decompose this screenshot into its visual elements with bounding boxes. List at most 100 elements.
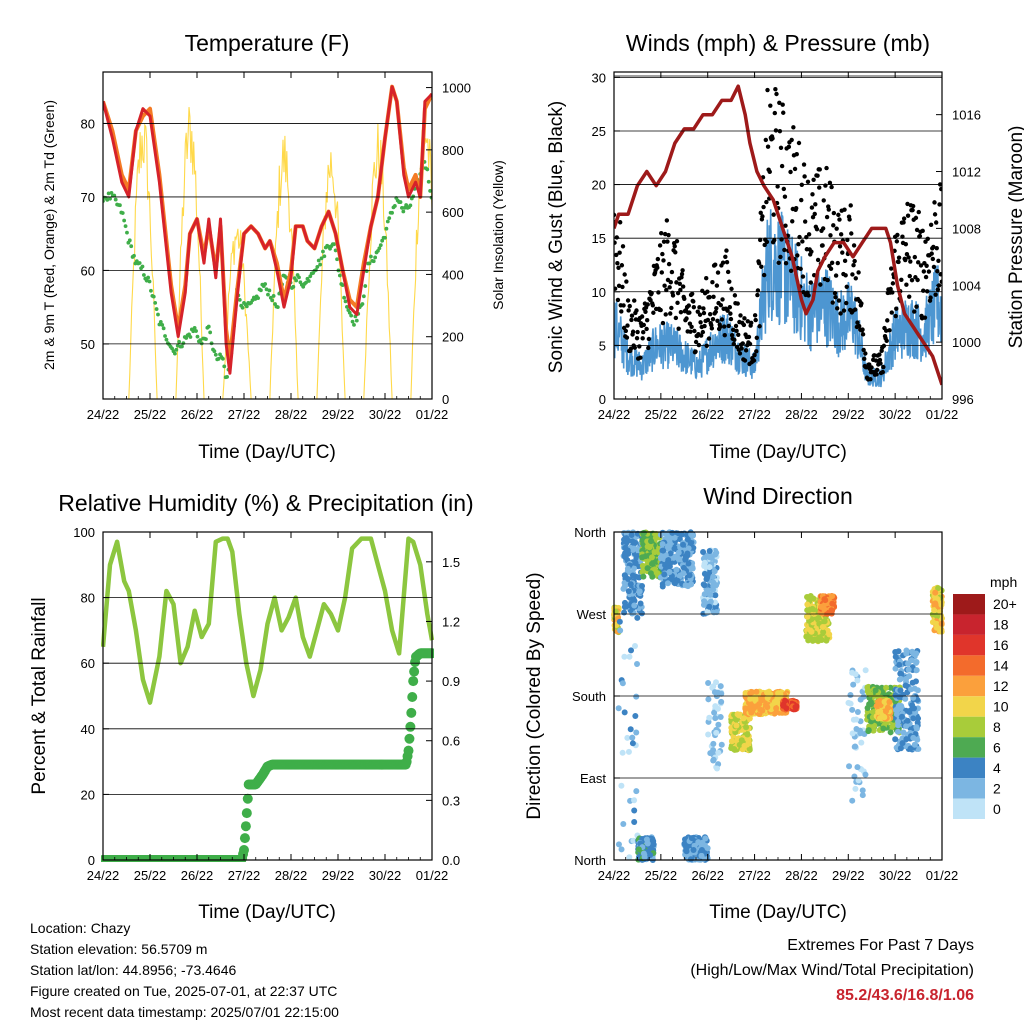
gust-point: [669, 305, 674, 311]
dewpoint-point: [256, 296, 260, 301]
direction-point: [860, 693, 867, 700]
gust-point: [718, 324, 723, 329]
temperature-ytick-right-label: 800: [442, 143, 464, 158]
gust-point: [877, 357, 883, 363]
dewpoint-point: [240, 305, 245, 310]
colorbar-label: 0: [993, 801, 1001, 817]
dewpoint-point: [343, 299, 348, 304]
direction-point: [687, 856, 694, 863]
direction-point: [735, 712, 742, 719]
direction-point: [688, 540, 695, 547]
gust-point: [619, 309, 624, 314]
direction-point: [915, 715, 922, 722]
gust-point: [707, 294, 712, 300]
direction-point: [633, 693, 640, 700]
gust-point: [837, 244, 843, 249]
gust-point: [738, 313, 743, 318]
precip-point: [240, 821, 251, 832]
gust-point: [912, 254, 918, 260]
gust-point: [757, 237, 763, 243]
gust-point: [640, 336, 645, 341]
direction-point: [908, 686, 915, 693]
humidity-series: [101, 536, 434, 705]
dewpoint-point: [141, 273, 146, 277]
gust-point: [614, 235, 620, 240]
wind-speed-series: [614, 209, 942, 388]
direction-point: [712, 715, 719, 722]
gust-point: [920, 228, 925, 234]
direction-point: [639, 562, 646, 569]
gust-point: [796, 242, 801, 247]
dewpoint-point: [198, 338, 203, 343]
dewpoint-point: [387, 216, 392, 221]
gust-point: [762, 242, 767, 248]
direction-point: [648, 560, 655, 567]
gust-point: [656, 290, 661, 295]
gust-point: [680, 268, 685, 273]
direction-point: [748, 709, 755, 716]
direction-point: [899, 713, 906, 720]
direction-ytick-label: North: [574, 525, 606, 540]
dewpoint-point: [306, 279, 311, 283]
direction-point: [717, 683, 724, 690]
gust-point: [713, 262, 718, 267]
extremes-box: Extremes For Past 7 Days (High/Low/Max W…: [690, 933, 974, 1008]
gust-point: [641, 330, 646, 335]
direction-ytick-label: West: [577, 607, 607, 622]
precip-point: [242, 793, 253, 804]
humidity-ytick-label: 80: [81, 591, 95, 606]
direction-point: [639, 537, 646, 544]
gust-point: [817, 167, 822, 172]
direction-point: [910, 734, 917, 741]
gust-point: [643, 309, 648, 314]
direction-point: [616, 618, 623, 625]
direction-point: [764, 694, 771, 701]
winds-ytick-label: 0: [599, 392, 606, 407]
humidity-xtick-label: 25/22: [134, 868, 167, 883]
gust-point: [889, 310, 894, 315]
direction-point: [859, 787, 866, 794]
gust-point: [797, 234, 802, 240]
direction-xtick-label: 27/22: [738, 868, 771, 883]
direction-point: [896, 661, 903, 668]
direction-point: [931, 607, 938, 614]
gust-point: [913, 215, 919, 221]
dewpoint-point: [137, 261, 142, 265]
direction-point: [865, 727, 872, 734]
gust-point: [771, 212, 776, 217]
direction-point: [631, 642, 638, 649]
direction-point: [880, 725, 887, 732]
humidity-ylabel: Percent & Total Rainfall: [29, 597, 50, 794]
gust-point: [855, 320, 860, 325]
winds-panel: Winds (mph) & Pressure (mb) Sonic Wind &…: [546, 30, 1024, 463]
dewpoint-point: [297, 275, 301, 280]
gust-point: [904, 251, 910, 257]
gust-point: [859, 301, 864, 306]
gust-point: [793, 205, 799, 211]
winds-plot-area: [614, 84, 942, 388]
direction-point: [620, 821, 627, 828]
gust-point: [800, 274, 806, 279]
direction-point: [680, 564, 687, 571]
direction-point: [747, 690, 754, 697]
gust-point: [842, 258, 848, 264]
direction-point: [638, 610, 645, 617]
gust-point: [670, 293, 676, 298]
direction-point: [701, 598, 708, 605]
dewpoint-point: [392, 204, 397, 208]
dewpoint-point: [291, 284, 296, 289]
direction-point: [688, 531, 695, 538]
dewpoint-point: [294, 278, 299, 283]
gust-point: [928, 222, 934, 228]
direction-point: [680, 570, 687, 577]
direction-point: [826, 631, 833, 638]
dewpoint-point: [316, 258, 321, 263]
dewpoint-point: [259, 288, 263, 293]
gust-point: [773, 128, 779, 133]
direction-point: [664, 580, 671, 587]
gust-point: [751, 358, 757, 363]
dewpoint-point: [212, 349, 217, 354]
dewpoint-point: [147, 279, 152, 284]
gust-point: [894, 306, 899, 311]
direction-point: [621, 609, 628, 616]
